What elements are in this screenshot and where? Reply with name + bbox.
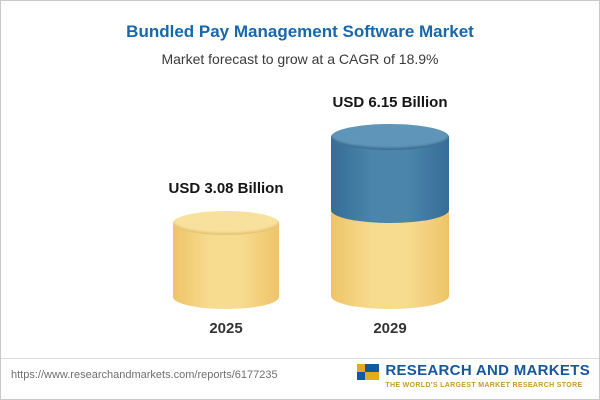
logo-flag-icon bbox=[357, 364, 380, 380]
bar-value-label-2029: USD 6.15 Billion bbox=[332, 94, 448, 111]
cylinder-2029-top-cap bbox=[331, 124, 449, 150]
cylinder-2025-body bbox=[173, 223, 279, 309]
cylinder-2025-top-cap bbox=[173, 211, 279, 235]
footer-divider bbox=[1, 358, 599, 359]
chart-subtitle: Market forecast to grow at a CAGR of 18.… bbox=[161, 51, 439, 67]
category-label-2025: 2025 bbox=[209, 320, 243, 337]
logo-wordmark: RESEARCH AND MARKETS bbox=[385, 362, 590, 379]
cylinder-2029-growth-segment bbox=[331, 137, 449, 223]
category-label-2029: 2029 bbox=[373, 320, 407, 337]
cylinder-2029-base-segment bbox=[331, 208, 449, 309]
research-and-markets-logo: RESEARCH AND MARKETS THE WORLD'S LARGEST… bbox=[357, 363, 590, 389]
logo-tagline: THE WORLD'S LARGEST MARKET RESEARCH STOR… bbox=[385, 382, 583, 389]
bar-value-label-2025: USD 3.08 Billion bbox=[168, 180, 284, 197]
logo-text-block: RESEARCH AND MARKETS THE WORLD'S LARGEST… bbox=[385, 363, 590, 389]
chart-title: Bundled Pay Management Software Market bbox=[126, 22, 474, 41]
report-url: https://www.researchandmarkets.com/repor… bbox=[11, 369, 278, 381]
